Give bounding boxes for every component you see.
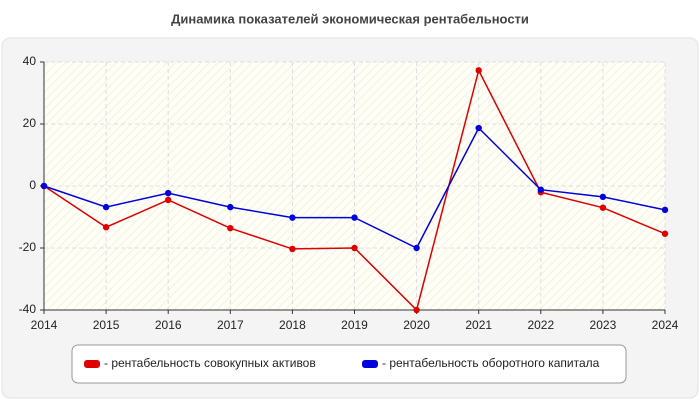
x-tick-label: 2016 xyxy=(155,318,182,332)
point xyxy=(289,245,296,253)
point xyxy=(599,204,607,211)
x-tick-label: 2021 xyxy=(465,318,492,332)
point xyxy=(165,189,172,197)
x-tick-label: 2018 xyxy=(279,318,306,332)
point xyxy=(289,214,296,221)
point xyxy=(661,230,669,237)
legend xyxy=(71,344,627,384)
point xyxy=(227,203,234,211)
y-tick-label: -40 xyxy=(19,302,37,316)
point xyxy=(227,224,234,232)
point xyxy=(599,193,607,201)
x-tick-label: 2022 xyxy=(527,318,554,332)
point xyxy=(351,214,358,221)
x-tick-label: 2020 xyxy=(403,318,430,332)
y-tick-label: -20 xyxy=(19,240,37,254)
point xyxy=(661,206,669,214)
x-tick-label: 2024 xyxy=(652,318,679,332)
point xyxy=(351,244,358,252)
point xyxy=(537,186,544,193)
x-tick-label: 2019 xyxy=(341,318,368,332)
y-tick-label: 40 xyxy=(23,54,37,68)
legend-label: - рентабельность оборотного капитала xyxy=(382,356,600,370)
y-tick-label: 20 xyxy=(23,116,37,130)
point xyxy=(413,244,420,252)
x-tick-label: 2023 xyxy=(590,318,617,332)
point xyxy=(102,203,110,211)
point xyxy=(475,67,482,74)
layer: -40 -20 0 20 40 2014 2015 2016 2017 2018 2019 2020 2… xyxy=(19,54,679,370)
x-tick-label: 2015 xyxy=(93,318,120,332)
point xyxy=(413,306,420,314)
legend-swatch xyxy=(362,360,378,368)
y-tick-label: 0 xyxy=(29,178,36,192)
point xyxy=(165,196,172,204)
point xyxy=(40,182,48,190)
legend-swatch xyxy=(84,360,100,368)
point xyxy=(102,224,110,231)
point xyxy=(475,124,482,132)
x-tick-label: 2014 xyxy=(31,318,58,332)
chart-title: Динамика показателей экономическая рента… xyxy=(171,11,529,26)
legend-label: - рентабельность совокупных активов xyxy=(104,356,316,370)
x-tick-label: 2017 xyxy=(217,318,244,332)
